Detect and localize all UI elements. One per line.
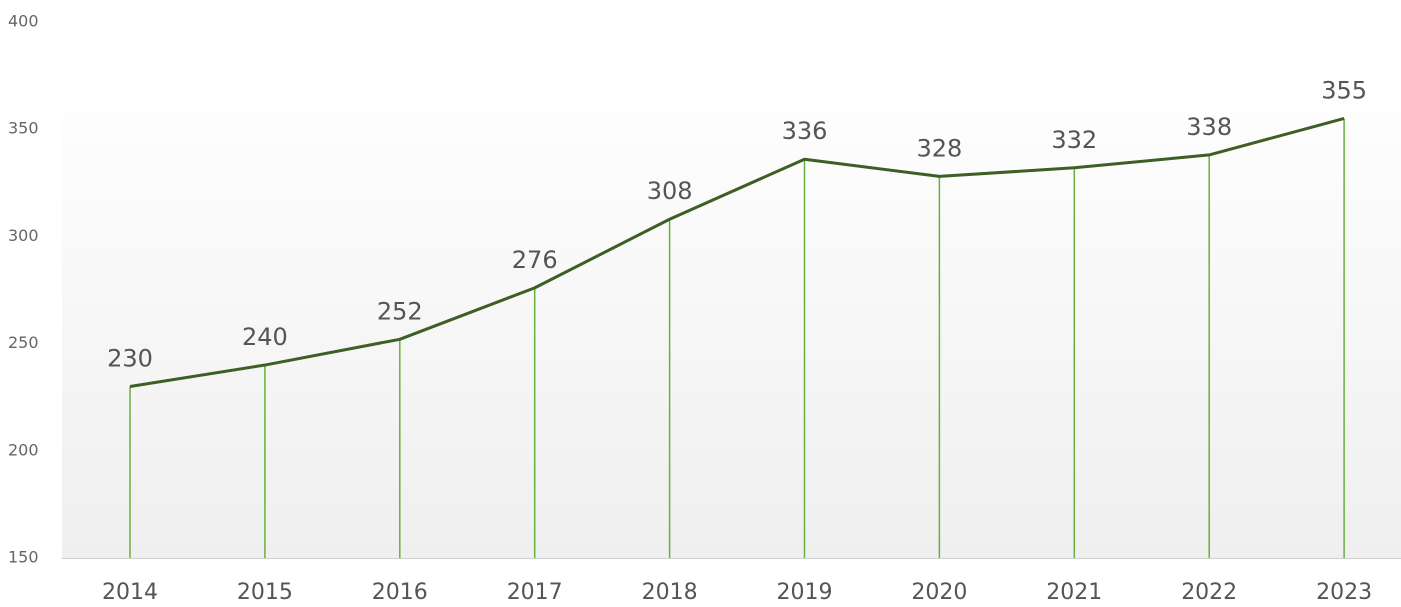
value-label: 240 [242, 323, 288, 351]
x-tick-label: 2021 [1046, 580, 1102, 603]
x-tick-label: 2018 [642, 580, 698, 603]
y-tick-label: 250 [8, 333, 39, 352]
y-tick-label: 350 [8, 119, 39, 138]
value-label: 338 [1186, 113, 1232, 141]
value-label: 336 [782, 117, 828, 145]
value-label: 332 [1051, 126, 1097, 154]
value-label: 252 [377, 297, 423, 325]
y-tick-label: 200 [8, 440, 39, 459]
x-tick-label: 2020 [911, 580, 967, 603]
x-tick-label: 2017 [507, 580, 563, 603]
plot-background [62, 70, 1401, 558]
value-label: 308 [647, 177, 693, 205]
value-label: 355 [1321, 76, 1367, 104]
x-tick-label: 2019 [777, 580, 833, 603]
x-tick-label: 2016 [372, 580, 428, 603]
data-line [129, 117, 1345, 388]
value-label: 328 [916, 134, 962, 162]
y-tick-label: 150 [8, 548, 39, 567]
y-tick-label: 300 [8, 226, 39, 245]
x-tick-label: 2015 [237, 580, 293, 603]
value-label: 276 [512, 246, 558, 274]
value-label: 230 [107, 344, 153, 372]
x-tick-label: 2022 [1181, 580, 1237, 603]
x-tick-label: 2014 [102, 580, 158, 603]
y-tick-label: 400 [8, 12, 39, 31]
x-tick-label: 2023 [1316, 580, 1372, 603]
